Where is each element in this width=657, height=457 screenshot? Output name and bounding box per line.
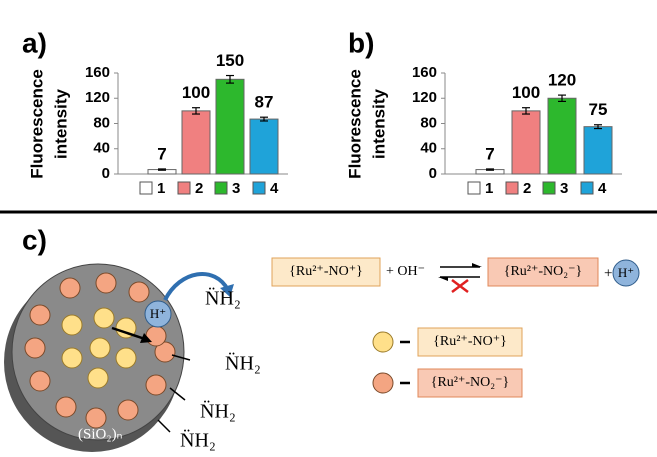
legend-swatch — [215, 182, 227, 194]
value-label: 150 — [216, 51, 244, 70]
product: {Ru²⁺-NO₂⁻} — [504, 264, 583, 279]
amine: N̈H₂ — [180, 428, 216, 451]
reactant: {Ru²⁺-NO⁺} — [289, 264, 363, 279]
legend-label: 3 — [232, 180, 240, 197]
bar — [250, 119, 278, 174]
legend-swatch — [373, 332, 393, 352]
y-tick-label: 160 — [85, 64, 110, 81]
bar — [584, 127, 612, 174]
y-tick-label: 80 — [93, 114, 110, 131]
bar — [216, 79, 244, 174]
panel-label: c) — [22, 224, 47, 255]
plus: + — [604, 265, 612, 281]
y-tick-label: 160 — [412, 64, 437, 81]
value-label: 7 — [485, 144, 494, 163]
proton-label: H⁺ — [618, 265, 634, 280]
y-tick-label: 80 — [420, 114, 437, 131]
legend-label: 3 — [560, 180, 568, 197]
panel-label: b) — [348, 27, 374, 58]
value-label: 100 — [512, 83, 540, 102]
value-label: 75 — [589, 100, 608, 119]
y-tick-label: 120 — [412, 89, 437, 106]
legend-label: 4 — [270, 180, 279, 197]
reagent: + OH⁻ — [386, 264, 425, 279]
legend-label: 2 — [523, 180, 531, 197]
bar — [512, 111, 540, 174]
amine: N̈H₂ — [205, 286, 241, 309]
legend-label: 1 — [485, 180, 493, 197]
y-axis-label: intensity — [51, 89, 70, 159]
legend-swatch — [581, 182, 593, 194]
panel-label: a) — [22, 27, 47, 58]
legend-swatch — [543, 182, 555, 194]
y-tick-label: 40 — [420, 140, 437, 157]
y-tick-label: 40 — [93, 140, 110, 157]
support-label: (SiO₂)ₙ — [78, 426, 123, 442]
legend-label: 2 — [195, 180, 203, 197]
value-label: 100 — [182, 83, 210, 102]
legend-swatch — [468, 182, 480, 194]
y-tick-label: 0 — [429, 165, 437, 182]
amine: N̈H₂ — [200, 399, 236, 422]
y-axis-label: Fluorescence — [27, 69, 46, 179]
legend-swatch — [506, 182, 518, 194]
legend-label: 4 — [598, 180, 607, 197]
legend-swatch — [253, 182, 265, 194]
equilibrium-arrows — [438, 263, 482, 292]
value-label: 7 — [157, 144, 166, 163]
legend-label: {Ru²⁺-NO⁺} — [433, 334, 507, 349]
value-label: 120 — [548, 71, 576, 90]
y-tick-label: 0 — [102, 165, 110, 182]
proton-label: H⁺ — [150, 306, 166, 321]
y-tick-label: 120 — [85, 89, 110, 106]
legend-label: {Ru²⁺-NO₂⁻} — [431, 375, 510, 390]
y-axis-label: intensity — [369, 89, 388, 159]
legend-swatch — [373, 373, 393, 393]
particle — [4, 264, 234, 452]
legend-swatch — [178, 182, 190, 194]
legend-label: 1 — [157, 180, 165, 197]
page: c) H⁺ (SiO₂)ₙ N̈H₂ N̈H₂ N̈H₂ N̈H₂ {Ru²⁺-… — [0, 0, 657, 457]
bar — [548, 98, 576, 174]
amine: N̈H₂ — [225, 351, 261, 374]
y-axis-label: Fluorescence — [345, 69, 364, 179]
value-label: 87 — [255, 93, 274, 112]
figure: c) H⁺ (SiO₂)ₙ N̈H₂ N̈H₂ N̈H₂ N̈H₂ {Ru²⁺-… — [0, 0, 657, 457]
legend-swatch — [140, 182, 152, 194]
bar — [182, 111, 210, 174]
